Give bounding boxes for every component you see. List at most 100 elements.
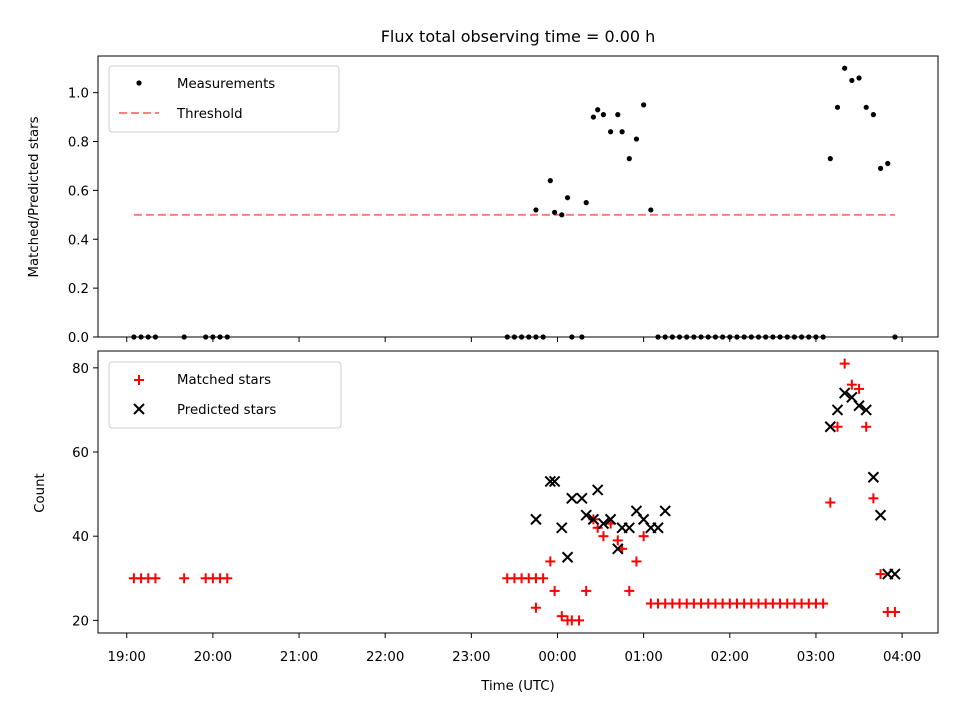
matched-star-point <box>868 493 879 504</box>
top-y-tick-label: 0.4 <box>68 233 89 248</box>
measurement-point <box>885 160 891 167</box>
measurement-point <box>633 136 640 142</box>
measurement-point <box>552 209 558 215</box>
measurement-point <box>615 112 621 118</box>
measurement-point <box>547 178 553 184</box>
measurement-point <box>870 112 876 118</box>
measurement-point <box>600 112 607 118</box>
matched-star-point <box>574 615 585 626</box>
predicted-star-point <box>544 475 557 488</box>
predicted-star-point <box>889 568 901 580</box>
matched-star-point <box>839 358 850 369</box>
bottom-data-marks <box>128 358 901 626</box>
matched-star-point <box>556 611 567 622</box>
chart-title: Flux total observing time = 0.00 h <box>381 27 656 46</box>
legend-matched-marker <box>134 375 144 385</box>
matched-star-point <box>538 573 549 584</box>
bottom-x-tick-label: 02:00 <box>711 650 749 665</box>
bottom-x-tick-label: 20:00 <box>194 650 232 665</box>
bottom-x-tick-label: 21:00 <box>280 650 318 665</box>
predicted-star-point <box>591 484 604 496</box>
bottom-y-tick-label: 40 <box>72 530 89 545</box>
top-y-tick-label: 0.2 <box>68 282 89 297</box>
bottom-y-axis-label: Count <box>33 473 48 513</box>
legend-predicted-marker <box>133 403 145 415</box>
top-axes-frame <box>97 55 939 338</box>
predicted-star-point <box>831 404 844 416</box>
measurement-point <box>877 165 884 171</box>
matched-star-point <box>832 421 843 432</box>
measurement-point <box>849 77 855 84</box>
predicted-star-point <box>580 509 592 521</box>
predicted-star-point <box>867 471 880 483</box>
matched-star-point <box>581 585 592 596</box>
bottom-x-tick-label: 04:00 <box>883 650 921 665</box>
matched-star-point <box>222 573 233 584</box>
matched-star-point <box>854 383 865 394</box>
bottom-x-ticks: 19:00 20:00 21:00 22:00 23:00 00:00 01:00 02:00… <box>108 633 921 665</box>
measurement-point <box>863 104 869 110</box>
predicted-star-point <box>530 513 542 526</box>
predicted-star-point <box>612 543 624 555</box>
bottom-legend-box <box>108 361 342 429</box>
predicted-star-point <box>556 522 568 534</box>
predicted-star-point <box>587 513 600 526</box>
predicted-star-point <box>874 509 887 521</box>
predicted-star-point <box>604 513 617 526</box>
top-legend-box <box>108 65 340 133</box>
predicted-star-point <box>548 475 561 488</box>
bottom-x-tick-label: 22:00 <box>366 650 404 665</box>
matched-star-point <box>179 573 190 584</box>
legend-predicted-label: Predicted stars <box>177 403 276 418</box>
matched-star-point <box>624 585 635 596</box>
measurement-point <box>619 129 625 135</box>
predicted-star-point <box>652 522 664 534</box>
predicted-star-point <box>576 492 588 505</box>
predicted-star-point <box>860 404 872 416</box>
top-y-tick-label: 0.8 <box>68 136 89 151</box>
measurement-point <box>595 107 601 113</box>
predicted-star-point <box>853 400 865 412</box>
measurement-point <box>559 212 565 218</box>
bottom-y-tick-label: 80 <box>72 362 89 377</box>
predicted-star-point <box>597 517 610 530</box>
bottom-x-tick-label: 23:00 <box>452 650 490 665</box>
bottom-x-tick-label: 19:00 <box>108 650 146 665</box>
top-panel: Matched/Predicted stars 0.0 0.2 0.4 0.6 0.8 1… <box>27 55 939 346</box>
bottom-y-ticks: 20 40 60 80 <box>72 362 98 629</box>
measurement-point <box>583 200 589 206</box>
measurement-point <box>626 156 632 162</box>
matched-star-point <box>825 497 836 508</box>
legend-measurements-label: Measurements <box>177 77 275 92</box>
matched-star-point <box>612 535 623 546</box>
top-legend: Measurements Threshold <box>108 65 340 133</box>
matched-star-point <box>861 421 872 432</box>
matched-star-point <box>545 556 556 567</box>
top-y-tick-label: 1.0 <box>68 87 89 102</box>
bottom-x-tick-label: 03:00 <box>797 650 835 665</box>
measurement-point <box>648 207 654 213</box>
matched-star-point <box>598 531 609 542</box>
matched-star-point <box>889 606 900 617</box>
matched-star-point <box>638 531 649 542</box>
top-y-tick-label: 0.6 <box>68 184 89 199</box>
matched-star-point <box>549 585 560 596</box>
matched-star-point <box>530 602 541 613</box>
legend-matched-label: Matched stars <box>177 373 271 388</box>
bottom-axes-frame <box>97 350 939 634</box>
x-axis-label: Time (UTC) <box>480 679 555 694</box>
measurement-point <box>641 102 647 108</box>
legend-measurements-marker <box>136 80 142 86</box>
bottom-legend: Matched stars Predicted stars <box>108 361 342 429</box>
bottom-y-tick-label: 20 <box>72 614 89 629</box>
measurement-point <box>608 129 614 135</box>
predicted-star-point <box>623 522 635 534</box>
measurement-point <box>827 156 833 162</box>
matched-star-point <box>150 573 161 584</box>
measurement-point <box>533 207 539 213</box>
bottom-x-tick-label: 00:00 <box>538 650 576 665</box>
matched-star-point <box>818 598 829 609</box>
top-y-ticks: 0.0 0.2 0.4 0.6 0.8 1.0 <box>68 87 98 346</box>
predicted-star-point <box>566 492 578 505</box>
